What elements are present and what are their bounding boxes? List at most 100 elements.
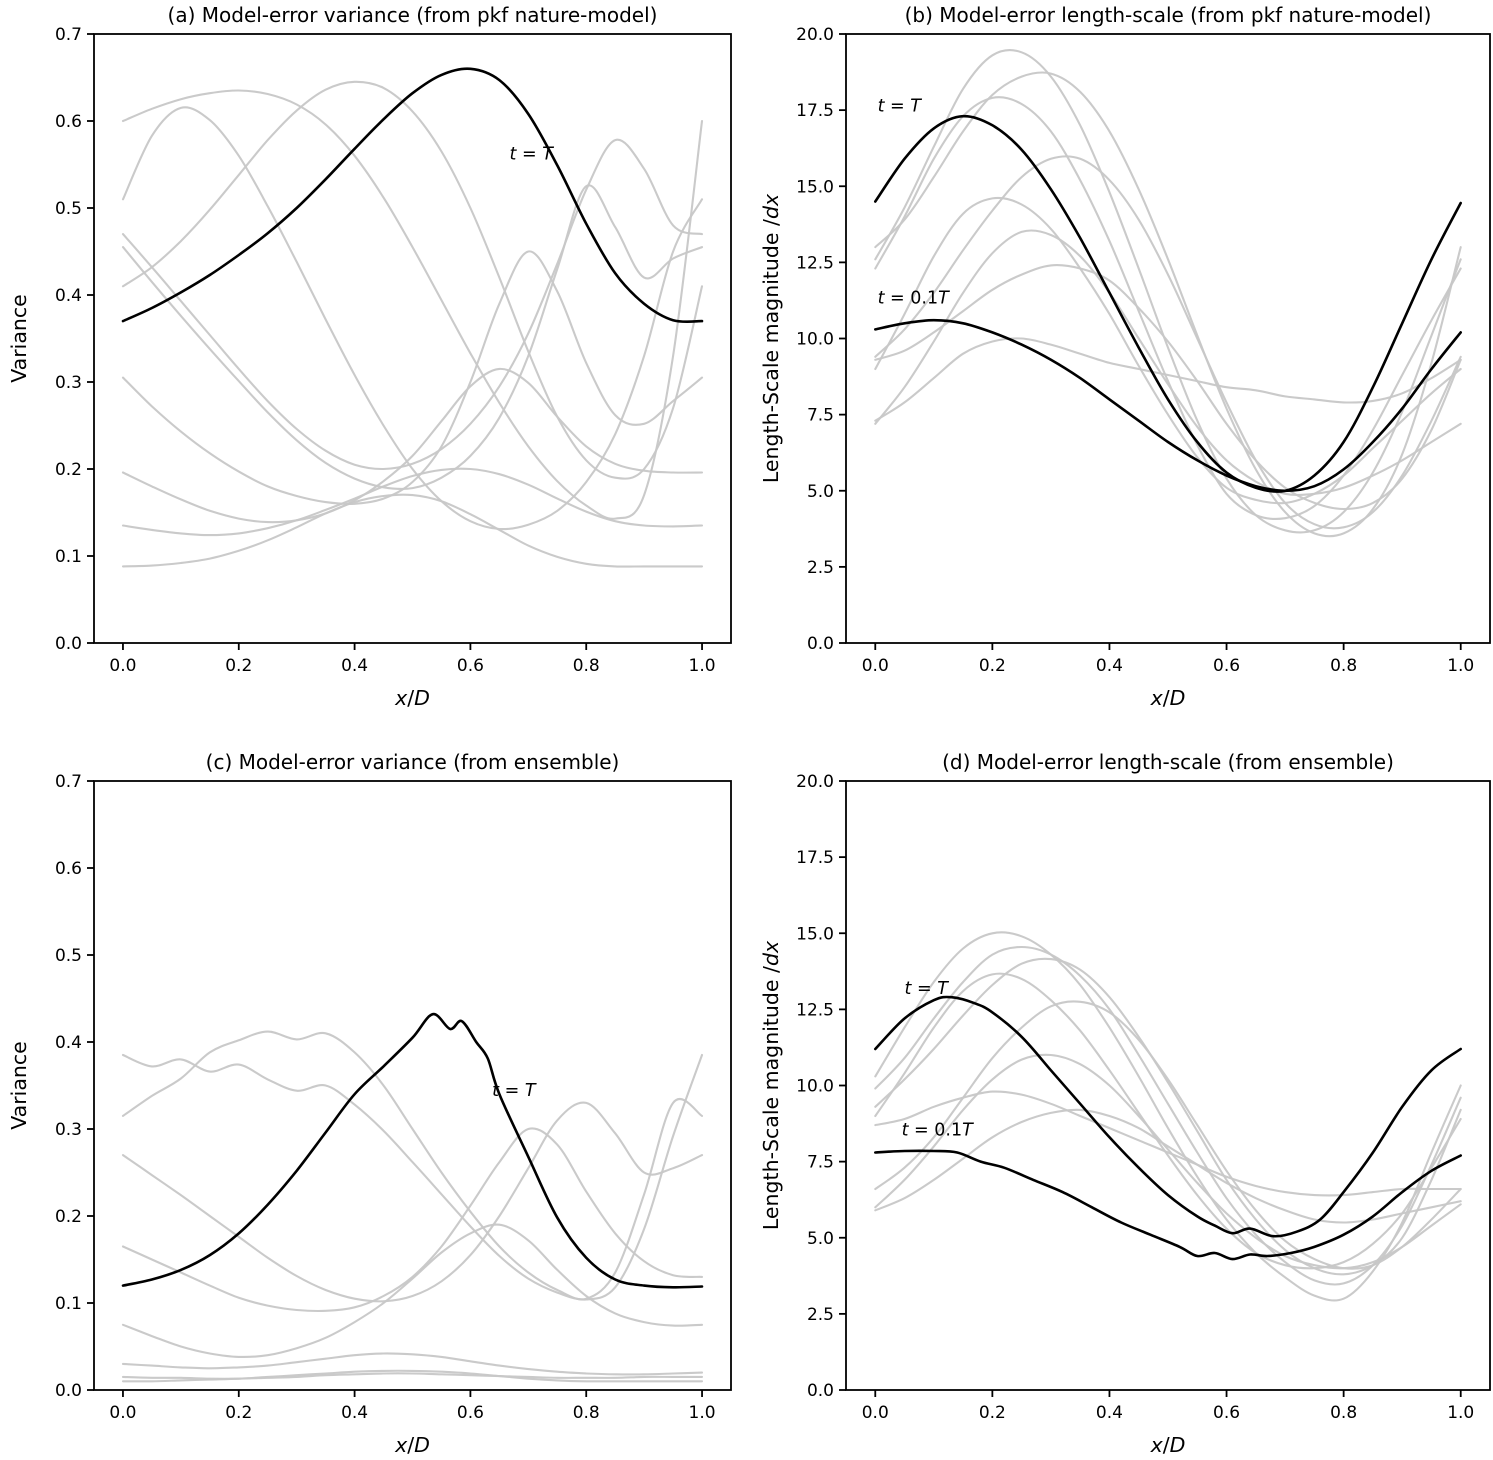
panel-b-curve-member-4 xyxy=(874,155,1462,530)
panel-a-curve-member-0.6t xyxy=(121,138,704,471)
panel-c-x-tick-label: 0.6 xyxy=(457,1403,484,1423)
panel-a-curve-member-0.7t xyxy=(121,106,704,531)
panel-b-curve-member-8 xyxy=(874,264,1462,511)
panel-d-y-tick-label: 10.0 xyxy=(796,1077,834,1097)
panel-c-x-tick-label: 0.2 xyxy=(225,1403,252,1423)
panel-d-y-tick-label: 20.0 xyxy=(796,772,834,792)
panel-b-x-axis-label: x/D xyxy=(1150,686,1186,710)
panel-b-y-tick-label: 10.0 xyxy=(796,330,834,350)
panel-b-y-tick-label: 5.0 xyxy=(807,482,834,502)
panel-d-annotation-1: t = 0.1T xyxy=(902,1121,975,1141)
panel-d-y-tick-label: 12.5 xyxy=(796,1000,834,1020)
panel-d-curves xyxy=(874,931,1462,1302)
panel-b-curve-t-t xyxy=(874,114,1462,493)
panel-c-curve-member-5 xyxy=(121,1127,704,1313)
panel-c-y-tick-label: 0.6 xyxy=(55,859,82,879)
panel-c-curve-member-4 xyxy=(121,1223,704,1359)
panel-d-curve-member-1 xyxy=(874,931,1462,1302)
panel-a-x-axis-label: x/D xyxy=(394,686,430,710)
panel-a-y-tick-label: 0.2 xyxy=(55,460,82,480)
panel-c-x-tick-label: 0.0 xyxy=(109,1403,136,1423)
panel-d-x-tick-label: 0.8 xyxy=(1330,1403,1357,1423)
panel-c-curves xyxy=(121,1012,704,1383)
panel-a-spines xyxy=(93,33,732,644)
panel-d-y-tick-label: 7.5 xyxy=(807,1153,834,1173)
panel-d-curve-member-3 xyxy=(874,957,1462,1276)
panel-a-x-tick-label: 0.6 xyxy=(457,656,484,676)
panel-a-y-tick-label: 0.4 xyxy=(55,286,82,306)
panel-a-x-tick-label: 0.4 xyxy=(341,656,368,676)
panel-c-title: (c) Model-error variance (from ensemble) xyxy=(206,750,620,774)
panel-a-curve-member-0.1t xyxy=(121,493,704,568)
panel-a-y-tick-label: 0.5 xyxy=(55,199,82,219)
panel-a-title: (a) Model-error variance (from pkf natur… xyxy=(168,3,658,27)
panel-c-y-tick-label: 0.7 xyxy=(55,772,82,792)
panel-a-y-tick-label: 0.3 xyxy=(55,373,82,393)
panel-a-curve-member-0.9t xyxy=(121,80,704,480)
panel-c-y-tick-label: 0.0 xyxy=(55,1381,82,1401)
panel-d-x-axis-label: x/D xyxy=(1150,1433,1186,1457)
panel-d-y-tick-label: 17.5 xyxy=(796,848,834,868)
panel-c-x-tick-label: 1.0 xyxy=(689,1403,716,1423)
panel-c-curve-member-6 xyxy=(121,1101,704,1303)
panel-b-y-axis-label: Length-Scale magnitude /dx xyxy=(759,193,783,483)
panel-c-y-axis-label: Variance xyxy=(7,1041,31,1130)
panel-c-y-tick-label: 0.5 xyxy=(55,946,82,966)
panel-a-curve-member-0.3t xyxy=(121,367,704,524)
panel-a-y-tick-label: 0.0 xyxy=(55,634,82,654)
panel-d-y-tick-label: 0.0 xyxy=(807,1381,834,1401)
panel-d-x-tick-label: 0.0 xyxy=(862,1403,889,1423)
panel-b-x-tick-label: 0.4 xyxy=(1096,656,1123,676)
panel-b-curves xyxy=(874,49,1462,538)
panel-d-x-tick-label: 0.6 xyxy=(1213,1403,1240,1423)
panel-b-title: (b) Model-error length-scale (from pkf n… xyxy=(905,3,1432,27)
panel-a-y-axis-label: Variance xyxy=(7,294,31,383)
panel-a-y-tick-label: 0.7 xyxy=(55,25,82,45)
panel-c-curve-member-1 xyxy=(121,1369,704,1383)
panel-d-curve-member-7 xyxy=(874,1108,1462,1224)
panel-c-y-tick-label: 0.2 xyxy=(55,1207,82,1227)
panel-a-x-tick-label: 0.8 xyxy=(573,656,600,676)
panel-a-curve-member-0.4t xyxy=(121,250,704,506)
panel-b-y-tick-label: 20.0 xyxy=(796,25,834,45)
panel-d-curve-member-2 xyxy=(874,945,1462,1286)
panel-b-y-tick-label: 12.5 xyxy=(796,253,834,273)
panel-b-y-tick-label: 7.5 xyxy=(807,406,834,426)
panel-d-x-tick-label: 0.4 xyxy=(1096,1403,1123,1423)
panel-d-curve-member-4 xyxy=(874,972,1462,1270)
panel-c-annotation-0: t = T xyxy=(492,1081,537,1101)
panel-b-y-tick-label: 0.0 xyxy=(807,634,834,654)
panel-a-annotation-0: t = T xyxy=(510,144,555,164)
panel-c-curve-member-8 xyxy=(121,1053,704,1301)
panel-b-annotation-1: t = 0.1T xyxy=(878,288,951,308)
panel-d-spines xyxy=(845,780,1491,1391)
panel-c-spines xyxy=(93,780,732,1391)
panel-b-y-tick-label: 15.0 xyxy=(796,177,834,197)
panel-d-curve-t-t xyxy=(874,995,1462,1238)
panel-d-y-tick-label: 15.0 xyxy=(796,924,834,944)
panel-c-x-tick-label: 0.4 xyxy=(341,1403,368,1423)
panel-a-x-tick-label: 0.2 xyxy=(225,656,252,676)
panel-b-curve-t-0.1t xyxy=(874,318,1462,493)
panel-b-x-tick-label: 0.2 xyxy=(979,656,1006,676)
panel-c-curve-member-7 xyxy=(121,1030,704,1301)
panel-d-x-tick-label: 1.0 xyxy=(1447,1403,1474,1423)
panel-a-curves xyxy=(121,67,704,568)
panel-d-curve-member-8 xyxy=(874,1090,1462,1197)
panel-a-curve-t-t xyxy=(121,67,704,324)
panel-b-y-tick-label: 2.5 xyxy=(807,558,834,578)
panel-d-x-tick-label: 0.2 xyxy=(979,1403,1006,1423)
panel-c-curve-member-3 xyxy=(121,1352,704,1376)
panel-b-curve-member-5 xyxy=(874,196,1462,505)
panel-c-y-tick-label: 0.1 xyxy=(55,1294,82,1314)
panel-c-curve-t-t xyxy=(121,1012,704,1289)
panel-b-spines xyxy=(845,33,1491,644)
panel-d-y-axis-label: Length-Scale magnitude /dx xyxy=(759,940,783,1230)
panel-b-curve-member-1 xyxy=(874,49,1462,534)
panel-b-curve-member-6 xyxy=(874,229,1462,496)
panel-b-annotation-0: t = T xyxy=(878,97,923,117)
panel-c-y-tick-label: 0.3 xyxy=(55,1120,82,1140)
panel-c-y-tick-label: 0.4 xyxy=(55,1033,82,1053)
